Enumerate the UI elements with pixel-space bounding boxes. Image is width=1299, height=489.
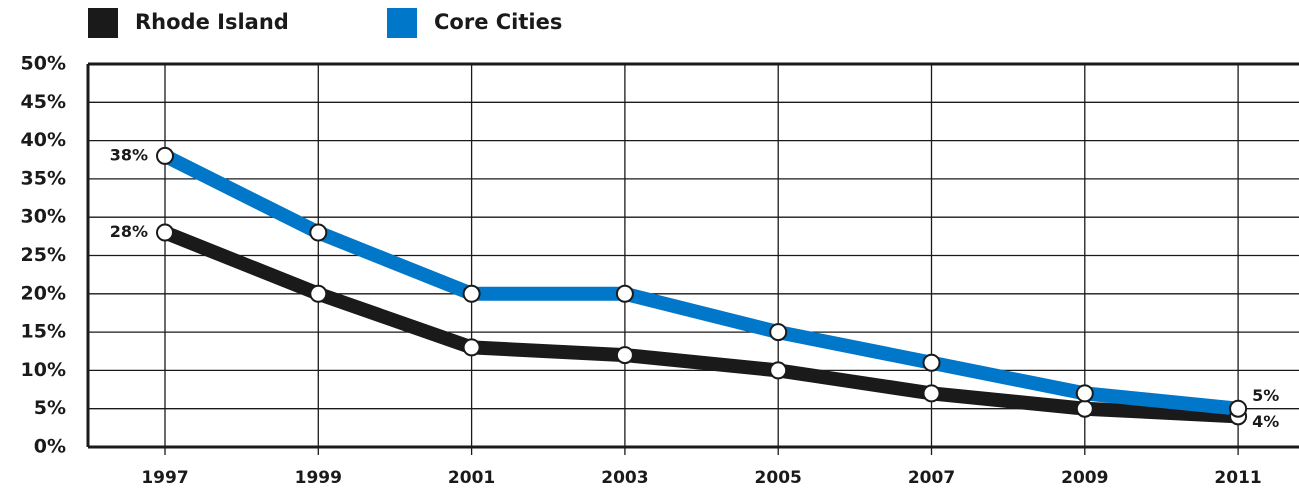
data-label: 28% bbox=[110, 222, 148, 241]
point-marker bbox=[309, 223, 328, 242]
legend-label: Rhode Island bbox=[135, 10, 289, 34]
point-marker bbox=[769, 323, 788, 342]
point-marker bbox=[615, 346, 634, 365]
x-tick-label: 2003 bbox=[601, 468, 648, 488]
point-marker bbox=[615, 284, 634, 303]
legend-swatch bbox=[387, 8, 417, 38]
x-tick-label: 2007 bbox=[908, 468, 955, 488]
y-tick-label: 50% bbox=[21, 53, 66, 75]
point-marker bbox=[769, 361, 788, 380]
point-marker bbox=[156, 146, 174, 165]
y-tick-label: 25% bbox=[21, 244, 66, 266]
legend-label: Core Cities bbox=[434, 10, 562, 34]
x-tick-label: 2001 bbox=[448, 468, 495, 488]
point-marker bbox=[309, 284, 328, 303]
y-tick-label: 20% bbox=[21, 282, 66, 304]
point-marker bbox=[462, 284, 481, 303]
legend-swatch bbox=[88, 8, 118, 38]
point-marker bbox=[922, 353, 941, 372]
x-tick-label: 1999 bbox=[295, 468, 342, 488]
x-tick-label: 2009 bbox=[1061, 468, 1108, 488]
data-label: 4% bbox=[1252, 412, 1279, 431]
point-marker bbox=[1229, 399, 1248, 418]
x-tick-label: 2005 bbox=[755, 468, 802, 488]
point-marker bbox=[1075, 384, 1094, 403]
series-line bbox=[158, 225, 1246, 424]
point-marker bbox=[922, 384, 941, 403]
series-line bbox=[158, 148, 1246, 416]
point-marker bbox=[462, 338, 481, 357]
y-tick-label: 35% bbox=[21, 167, 66, 189]
y-tick-label: 45% bbox=[21, 91, 66, 113]
y-tick-label: 40% bbox=[21, 129, 66, 151]
point-marker bbox=[156, 223, 174, 242]
data-label: 38% bbox=[110, 145, 148, 164]
y-tick-label: 30% bbox=[21, 206, 66, 228]
data-label: 5% bbox=[1252, 386, 1279, 405]
x-tick-label: 1997 bbox=[141, 468, 188, 488]
y-tick-label: 5% bbox=[34, 397, 66, 419]
y-tick-label: 15% bbox=[21, 321, 66, 343]
point-marker bbox=[1075, 399, 1094, 418]
y-tick-label: 10% bbox=[21, 359, 66, 381]
y-tick-label: 0% bbox=[34, 436, 66, 458]
x-tick-label: 2011 bbox=[1214, 468, 1261, 488]
